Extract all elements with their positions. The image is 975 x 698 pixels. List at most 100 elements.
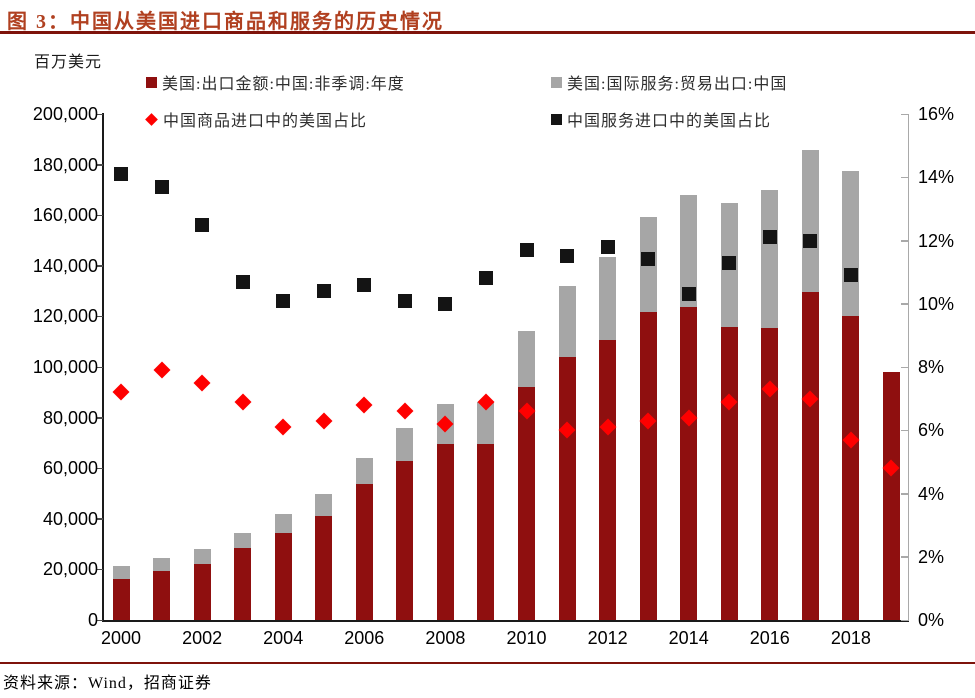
bar-goods-2010 <box>518 387 535 620</box>
services-share-marker-2002 <box>195 217 210 232</box>
bar-goods-2014 <box>680 307 698 620</box>
y-axis-tick <box>96 164 103 166</box>
bar-goods-2018 <box>842 315 860 620</box>
bar-goods-2003 <box>234 548 252 620</box>
y-axis-tick-label: 80,000 <box>42 407 98 428</box>
bar-goods-2006 <box>355 484 373 620</box>
services-share-marker-2003 <box>235 274 250 289</box>
y-axis-tick-label: 0 <box>87 610 98 630</box>
x-axis-tick-label: 2016 <box>749 628 790 648</box>
bar-services-2004 <box>274 513 292 533</box>
title-divider <box>0 31 975 34</box>
y-axis-tick <box>96 619 103 621</box>
y2-axis-tick <box>901 556 908 558</box>
x-axis-tick-label: 2014 <box>668 628 709 648</box>
goods-share-marker-2005 <box>315 412 333 430</box>
y2-axis-tick-label: 8% <box>918 357 945 377</box>
y2-axis-tick <box>901 493 908 495</box>
bar-goods-2019 <box>882 372 900 620</box>
y2-axis-tick <box>901 366 908 368</box>
services-share-marker-2010 <box>519 242 534 257</box>
y-axis-tick-label: 180,000 <box>32 154 98 175</box>
y-axis-tick <box>96 265 103 267</box>
bar-goods-2007 <box>396 460 414 620</box>
bar-services-2009 <box>477 402 495 445</box>
bar-goods-2013 <box>639 312 657 620</box>
services-share-marker-2012 <box>600 239 615 254</box>
x-axis-tick-label: 2006 <box>344 628 385 648</box>
x-axis-tick-label: 2018 <box>830 628 871 648</box>
x-axis-tick-label: 2008 <box>425 628 466 648</box>
services-share-marker-2015 <box>722 255 737 270</box>
bar-services-2016 <box>761 189 779 328</box>
y-axis-tick <box>96 417 103 419</box>
y-axis-tick-label: 60,000 <box>42 458 98 479</box>
goods-share-marker-2002 <box>193 374 211 392</box>
y2-axis-tick-label: 16% <box>918 104 955 124</box>
bar-goods-2002 <box>193 564 211 620</box>
y2-axis-tick-label: 10% <box>918 293 955 314</box>
services-share-square-icon <box>551 113 562 125</box>
goods-share-marker-2003 <box>234 393 252 411</box>
services-share-marker-2001 <box>154 179 169 194</box>
bar-services-2007 <box>396 427 414 461</box>
goods-share-marker-2001 <box>153 361 171 379</box>
bar-goods-2015 <box>720 326 738 620</box>
source-note: 资料来源：Wind，招商证券 <box>3 675 212 692</box>
goods-share-marker-2004 <box>274 418 292 436</box>
x-axis-tick-label: 2010 <box>506 628 547 648</box>
y2-axis-tick <box>901 303 908 305</box>
y-axis-tick <box>96 366 103 368</box>
y-axis-tick-label: 140,000 <box>32 255 98 276</box>
y2-axis-tick <box>901 429 908 432</box>
legend-item-services-share: 中国服务进口中的美国占比 <box>551 107 771 131</box>
bar-services-2011 <box>558 285 576 357</box>
y2-axis-tick-label: 6% <box>918 420 945 441</box>
bar-services-2012 <box>599 256 617 341</box>
x-axis-tick-label: 2012 <box>587 628 628 648</box>
bar-goods-2016 <box>761 327 779 620</box>
y2-axis-tick-label: 2% <box>918 546 945 567</box>
bar-goods-2004 <box>274 532 292 620</box>
bar-services-2017 <box>801 149 819 292</box>
goods-bar-swatch-icon <box>146 76 157 88</box>
y-axis-tick <box>96 467 103 470</box>
bar-services-2010 <box>518 330 535 388</box>
bar-goods-2009 <box>477 444 495 620</box>
services-bar-swatch-icon <box>551 76 562 88</box>
axis-unit-label: 百万美元 <box>34 54 103 71</box>
y2-axis-tick <box>901 176 908 179</box>
y-axis-tick-label: 20,000 <box>42 559 98 580</box>
bar-services-2003 <box>234 532 252 549</box>
goods-share-marker-2000 <box>112 383 130 401</box>
legend-label: 美国:出口金额:中国:非季调:年度 <box>162 76 405 93</box>
bar-services-2006 <box>355 457 373 485</box>
services-share-marker-2014 <box>681 287 696 302</box>
y-axis-tick-label: 100,000 <box>32 357 98 377</box>
y-axis-tick-label: 200,000 <box>32 104 98 124</box>
y2-axis-tick-label: 4% <box>918 483 945 504</box>
bar-services-2014 <box>680 194 698 308</box>
y2-axis-tick-label: 0% <box>918 610 945 630</box>
y2-axis-tick-label: 12% <box>918 230 955 251</box>
y2-axis-tick <box>901 113 908 115</box>
y-axis-tick <box>96 315 103 318</box>
y-axis-tick <box>96 518 103 520</box>
services-share-marker-2000 <box>114 167 128 182</box>
bar-goods-2001 <box>153 571 171 620</box>
footer-divider <box>0 662 975 664</box>
bar-goods-2008 <box>436 443 454 620</box>
services-share-marker-2009 <box>478 271 493 286</box>
bar-goods-2012 <box>599 340 617 620</box>
legend-label: 美国:国际服务:贸易出口:中国 <box>567 76 788 93</box>
bar-goods-2011 <box>558 356 576 620</box>
y2-axis-tick <box>901 619 908 621</box>
services-share-marker-2008 <box>438 296 453 311</box>
services-share-marker-2004 <box>276 293 291 308</box>
services-share-marker-2011 <box>560 249 575 264</box>
y-axis-tick-label: 160,000 <box>32 205 98 226</box>
services-share-marker-2005 <box>316 284 331 299</box>
y-axis-tick-label: 120,000 <box>32 306 98 327</box>
x-axis-tick-label: 2004 <box>263 628 304 648</box>
